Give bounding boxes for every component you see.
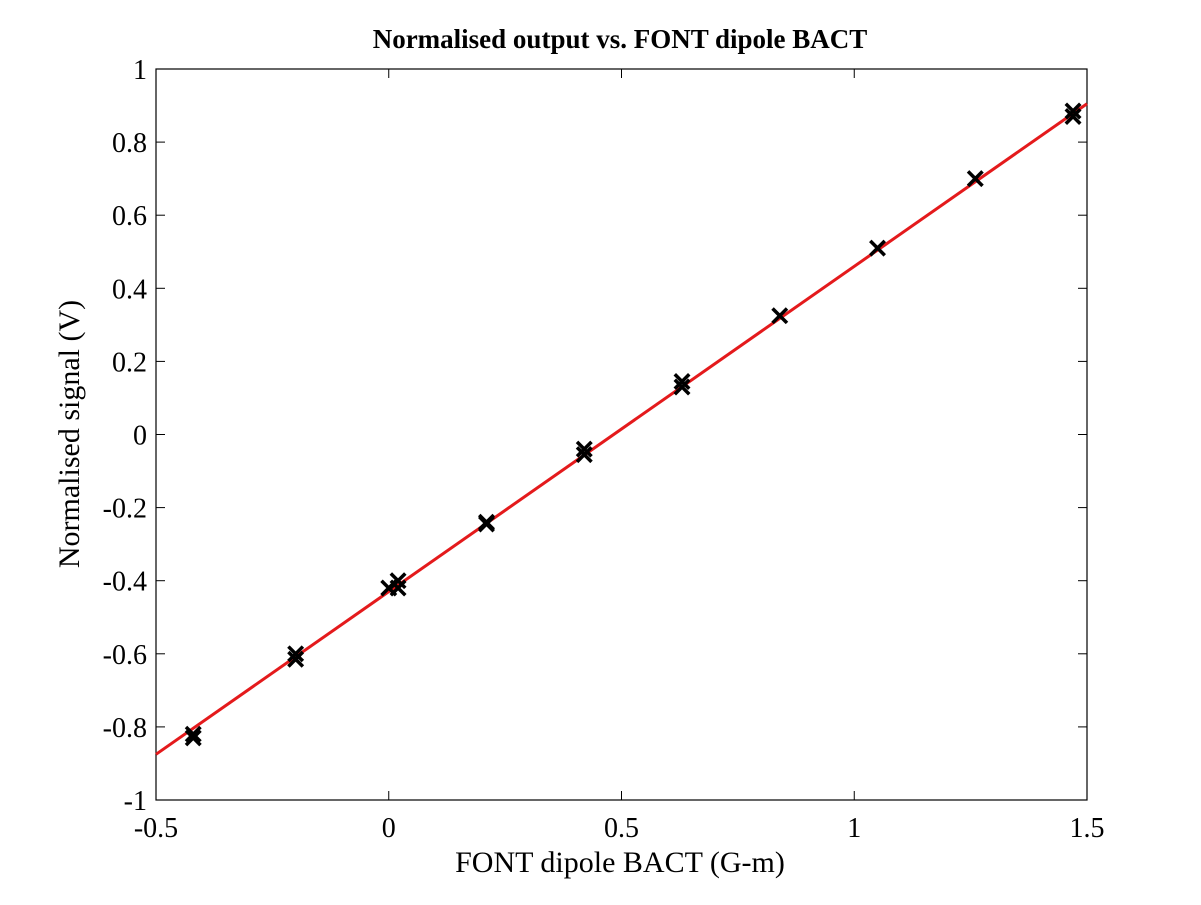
data-point [287,650,305,668]
y-tick-label: -0.6 [103,640,147,671]
y-tick-label: 0 [133,421,147,452]
x-tick-label: -0.5 [134,813,178,844]
chart-title: Normalised output vs. FONT dipole BACT [373,24,868,54]
x-tick-label: 1 [847,813,861,844]
data-point [1064,108,1082,125]
data-point [966,170,984,188]
data-point [478,515,495,533]
data-point [184,725,202,743]
y-tick-label: 0.8 [112,128,147,159]
data-point [673,373,691,390]
data-point [389,579,407,597]
y-tick-label: 0.2 [112,347,147,378]
y-tick-label: -0.4 [103,567,147,598]
fit-line [155,102,1088,756]
plot-area: -0.5 0 0.5 1 1.5 -1 -0.8 -0.6 -0.4 -0.2 0 0.2 0.4 0.6… [103,55,1105,844]
y-tick-label: 0.6 [112,201,147,232]
x-tick-label: 0 [382,813,396,844]
x-tick-label: 1.5 [1070,813,1105,844]
x-axis-label: FONT dipole BACT (G-m) [455,846,785,879]
data-point [287,645,305,663]
y-tick-label: 1 [133,55,147,86]
x-tick-label: 0.5 [604,813,639,844]
data-point [575,440,593,458]
plot-frame [155,68,1088,801]
y-tick-label: 0.4 [112,274,147,305]
data-point [771,307,789,325]
y-axis-label: Normalised signal (V) [53,300,86,568]
y-tick-label: -0.2 [103,494,147,525]
y-tick-label: -1 [124,786,147,817]
data-point [673,378,691,396]
y-tick-label: -0.8 [103,713,147,744]
data-point [575,446,593,464]
data-point [1064,102,1082,120]
data-point [184,729,202,747]
data-point [869,239,886,257]
